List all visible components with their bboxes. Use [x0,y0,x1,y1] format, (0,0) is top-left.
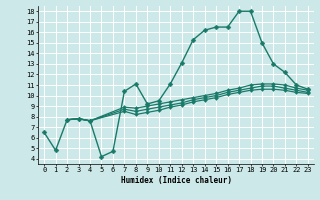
X-axis label: Humidex (Indice chaleur): Humidex (Indice chaleur) [121,176,231,185]
